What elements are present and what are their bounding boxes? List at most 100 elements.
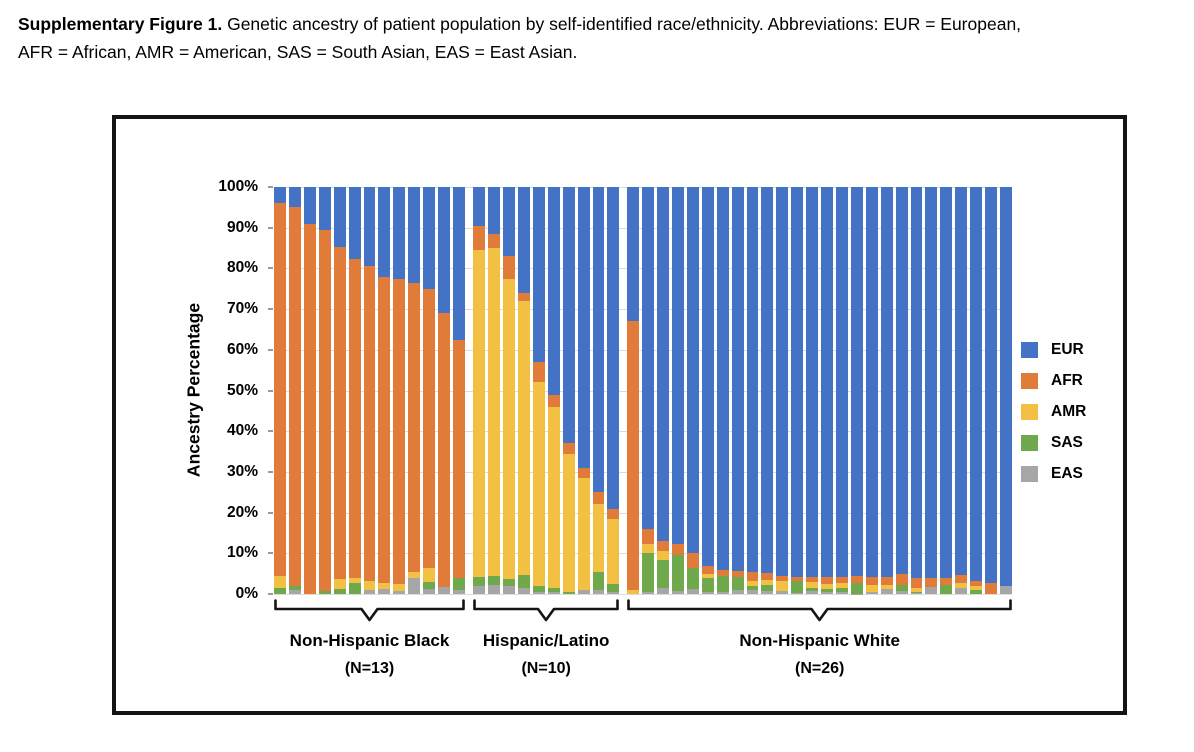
y-tick-label-20: 20% bbox=[226, 503, 258, 521]
segment-eas bbox=[473, 585, 485, 594]
legend-item-eur: EUR bbox=[1021, 341, 1086, 359]
segment-eas bbox=[761, 591, 774, 594]
segment-eas bbox=[955, 587, 968, 594]
y-tick-label-80: 80% bbox=[226, 259, 258, 277]
y-tick-mark-50 bbox=[268, 389, 273, 392]
segment-afr bbox=[701, 565, 714, 575]
stacked-bar bbox=[473, 187, 485, 594]
segment-eur bbox=[453, 187, 465, 340]
segment-afr bbox=[438, 313, 451, 588]
segment-eur bbox=[408, 187, 421, 283]
segment-amr bbox=[806, 582, 819, 588]
segment-amr bbox=[487, 248, 500, 576]
segment-eur bbox=[333, 187, 346, 247]
stacked-bar bbox=[438, 187, 451, 594]
stacked-bar bbox=[363, 187, 376, 594]
segment-afr bbox=[821, 577, 833, 584]
y-tick-mark-70 bbox=[268, 308, 273, 311]
stacked-bar bbox=[592, 187, 605, 594]
legend-label-eur: EUR bbox=[1051, 341, 1084, 358]
segment-eas bbox=[642, 591, 655, 594]
stacked-bar bbox=[547, 187, 560, 594]
segment-eas bbox=[895, 591, 908, 594]
stacked-bar bbox=[999, 187, 1012, 594]
segment-eur bbox=[746, 187, 759, 573]
segment-eur bbox=[657, 187, 670, 542]
legend-label-sas: SAS bbox=[1051, 434, 1083, 451]
segment-eas bbox=[880, 589, 893, 594]
segment-eur bbox=[423, 187, 436, 289]
segment-sas bbox=[910, 591, 923, 594]
segment-eur bbox=[686, 187, 699, 554]
segment-eur bbox=[925, 187, 938, 578]
legend: EUR AFR AMR SAS EAS bbox=[1021, 341, 1086, 496]
segment-amr bbox=[423, 568, 436, 582]
segment-eas bbox=[672, 590, 684, 594]
y-tick-label-50: 50% bbox=[226, 381, 258, 399]
segment-eur bbox=[487, 187, 500, 234]
segment-sas bbox=[657, 559, 670, 588]
segment-afr bbox=[592, 492, 605, 505]
segment-amr bbox=[473, 250, 485, 578]
group-label: Non-Hispanic Black bbox=[289, 631, 450, 650]
segment-afr bbox=[970, 581, 983, 586]
stacked-bar bbox=[701, 187, 714, 594]
segment-afr bbox=[393, 278, 406, 584]
segment-eur bbox=[577, 187, 590, 468]
segment-sas bbox=[642, 552, 655, 592]
segment-eas bbox=[865, 592, 878, 594]
stacked-bar bbox=[985, 187, 997, 594]
segment-afr bbox=[288, 207, 301, 586]
stacked-bar bbox=[791, 187, 804, 594]
stacked-bar bbox=[761, 187, 774, 594]
segment-afr bbox=[274, 203, 286, 576]
segment-sas bbox=[318, 591, 331, 594]
segment-amr bbox=[517, 300, 530, 576]
bar-group-0: Non-Hispanic Black (N=13) bbox=[274, 187, 465, 678]
stacked-bar bbox=[288, 187, 301, 594]
stacked-bar bbox=[487, 187, 500, 594]
stacked-bar bbox=[925, 187, 938, 594]
segment-eur bbox=[517, 187, 530, 293]
stacked-bar bbox=[865, 187, 878, 594]
segment-sas bbox=[686, 567, 699, 590]
segment-afr bbox=[686, 553, 699, 568]
segment-eas bbox=[408, 577, 421, 594]
segment-afr bbox=[761, 573, 774, 580]
segment-eur bbox=[985, 187, 997, 584]
segment-amr bbox=[393, 583, 406, 592]
segment-eas bbox=[378, 589, 391, 594]
group-label: Hispanic/Latino bbox=[482, 631, 610, 650]
segment-sas bbox=[288, 585, 301, 590]
segment-amr bbox=[836, 583, 848, 588]
segment-eur bbox=[791, 187, 804, 577]
legend-label-afr: AFR bbox=[1051, 372, 1083, 389]
segment-amr bbox=[701, 574, 714, 579]
y-tick-mark-60 bbox=[268, 348, 273, 351]
legend-label-eas: EAS bbox=[1051, 465, 1083, 482]
segment-eas bbox=[925, 586, 938, 594]
segment-eur bbox=[821, 187, 833, 578]
stacked-bar bbox=[517, 187, 530, 594]
segment-sas bbox=[547, 587, 560, 593]
bar-group-1: Hispanic/Latino (N=10) bbox=[473, 187, 620, 678]
segment-eur bbox=[940, 187, 953, 578]
segment-eur bbox=[672, 187, 684, 544]
segment-eas bbox=[657, 587, 670, 594]
stacked-bar bbox=[731, 187, 744, 594]
stacked-bar bbox=[836, 187, 848, 594]
segment-eas bbox=[547, 592, 560, 594]
bar-group-2: Non-Hispanic White (N=26) bbox=[627, 187, 1013, 678]
segment-amr bbox=[408, 571, 421, 578]
segment-amr bbox=[746, 580, 759, 586]
segment-eur bbox=[532, 187, 545, 363]
segment-sas bbox=[895, 584, 908, 592]
segment-eur bbox=[363, 187, 376, 267]
segment-eas bbox=[502, 586, 515, 594]
segment-amr bbox=[607, 518, 620, 584]
segment-amr bbox=[642, 543, 655, 553]
stacked-bar bbox=[607, 187, 620, 594]
stacked-bar bbox=[880, 187, 893, 594]
y-tick-mark-100 bbox=[268, 186, 273, 188]
segment-eas bbox=[716, 592, 729, 594]
